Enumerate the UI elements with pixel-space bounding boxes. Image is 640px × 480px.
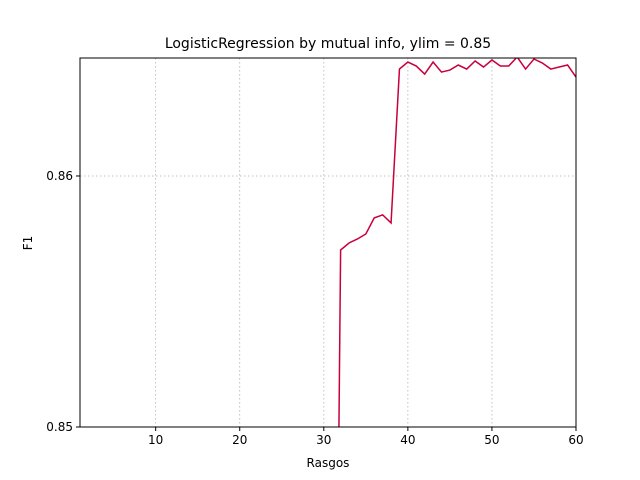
axes-frame — [79, 57, 577, 428]
plot-area — [338, 58, 576, 427]
x-tick-label: 50 — [484, 433, 499, 447]
x-tick-label: 10 — [148, 433, 163, 447]
chart-title: LogisticRegression by mutual info, ylim … — [165, 36, 491, 52]
grid — [80, 58, 577, 428]
ticks: 10 20 30 40 50 60 0.85 0.86 — [46, 169, 583, 447]
y-tick-label: 0.86 — [46, 169, 73, 183]
x-tick-label: 20 — [232, 433, 247, 447]
x-tick-label: 60 — [568, 433, 583, 447]
x-axis-label: Rasgos — [307, 456, 350, 470]
y-axis-label: F1 — [21, 236, 35, 251]
y-tick-label: 0.85 — [46, 420, 73, 434]
x-tick-label: 40 — [400, 433, 415, 447]
x-tick-label: 30 — [316, 433, 331, 447]
data-line — [338, 58, 576, 427]
